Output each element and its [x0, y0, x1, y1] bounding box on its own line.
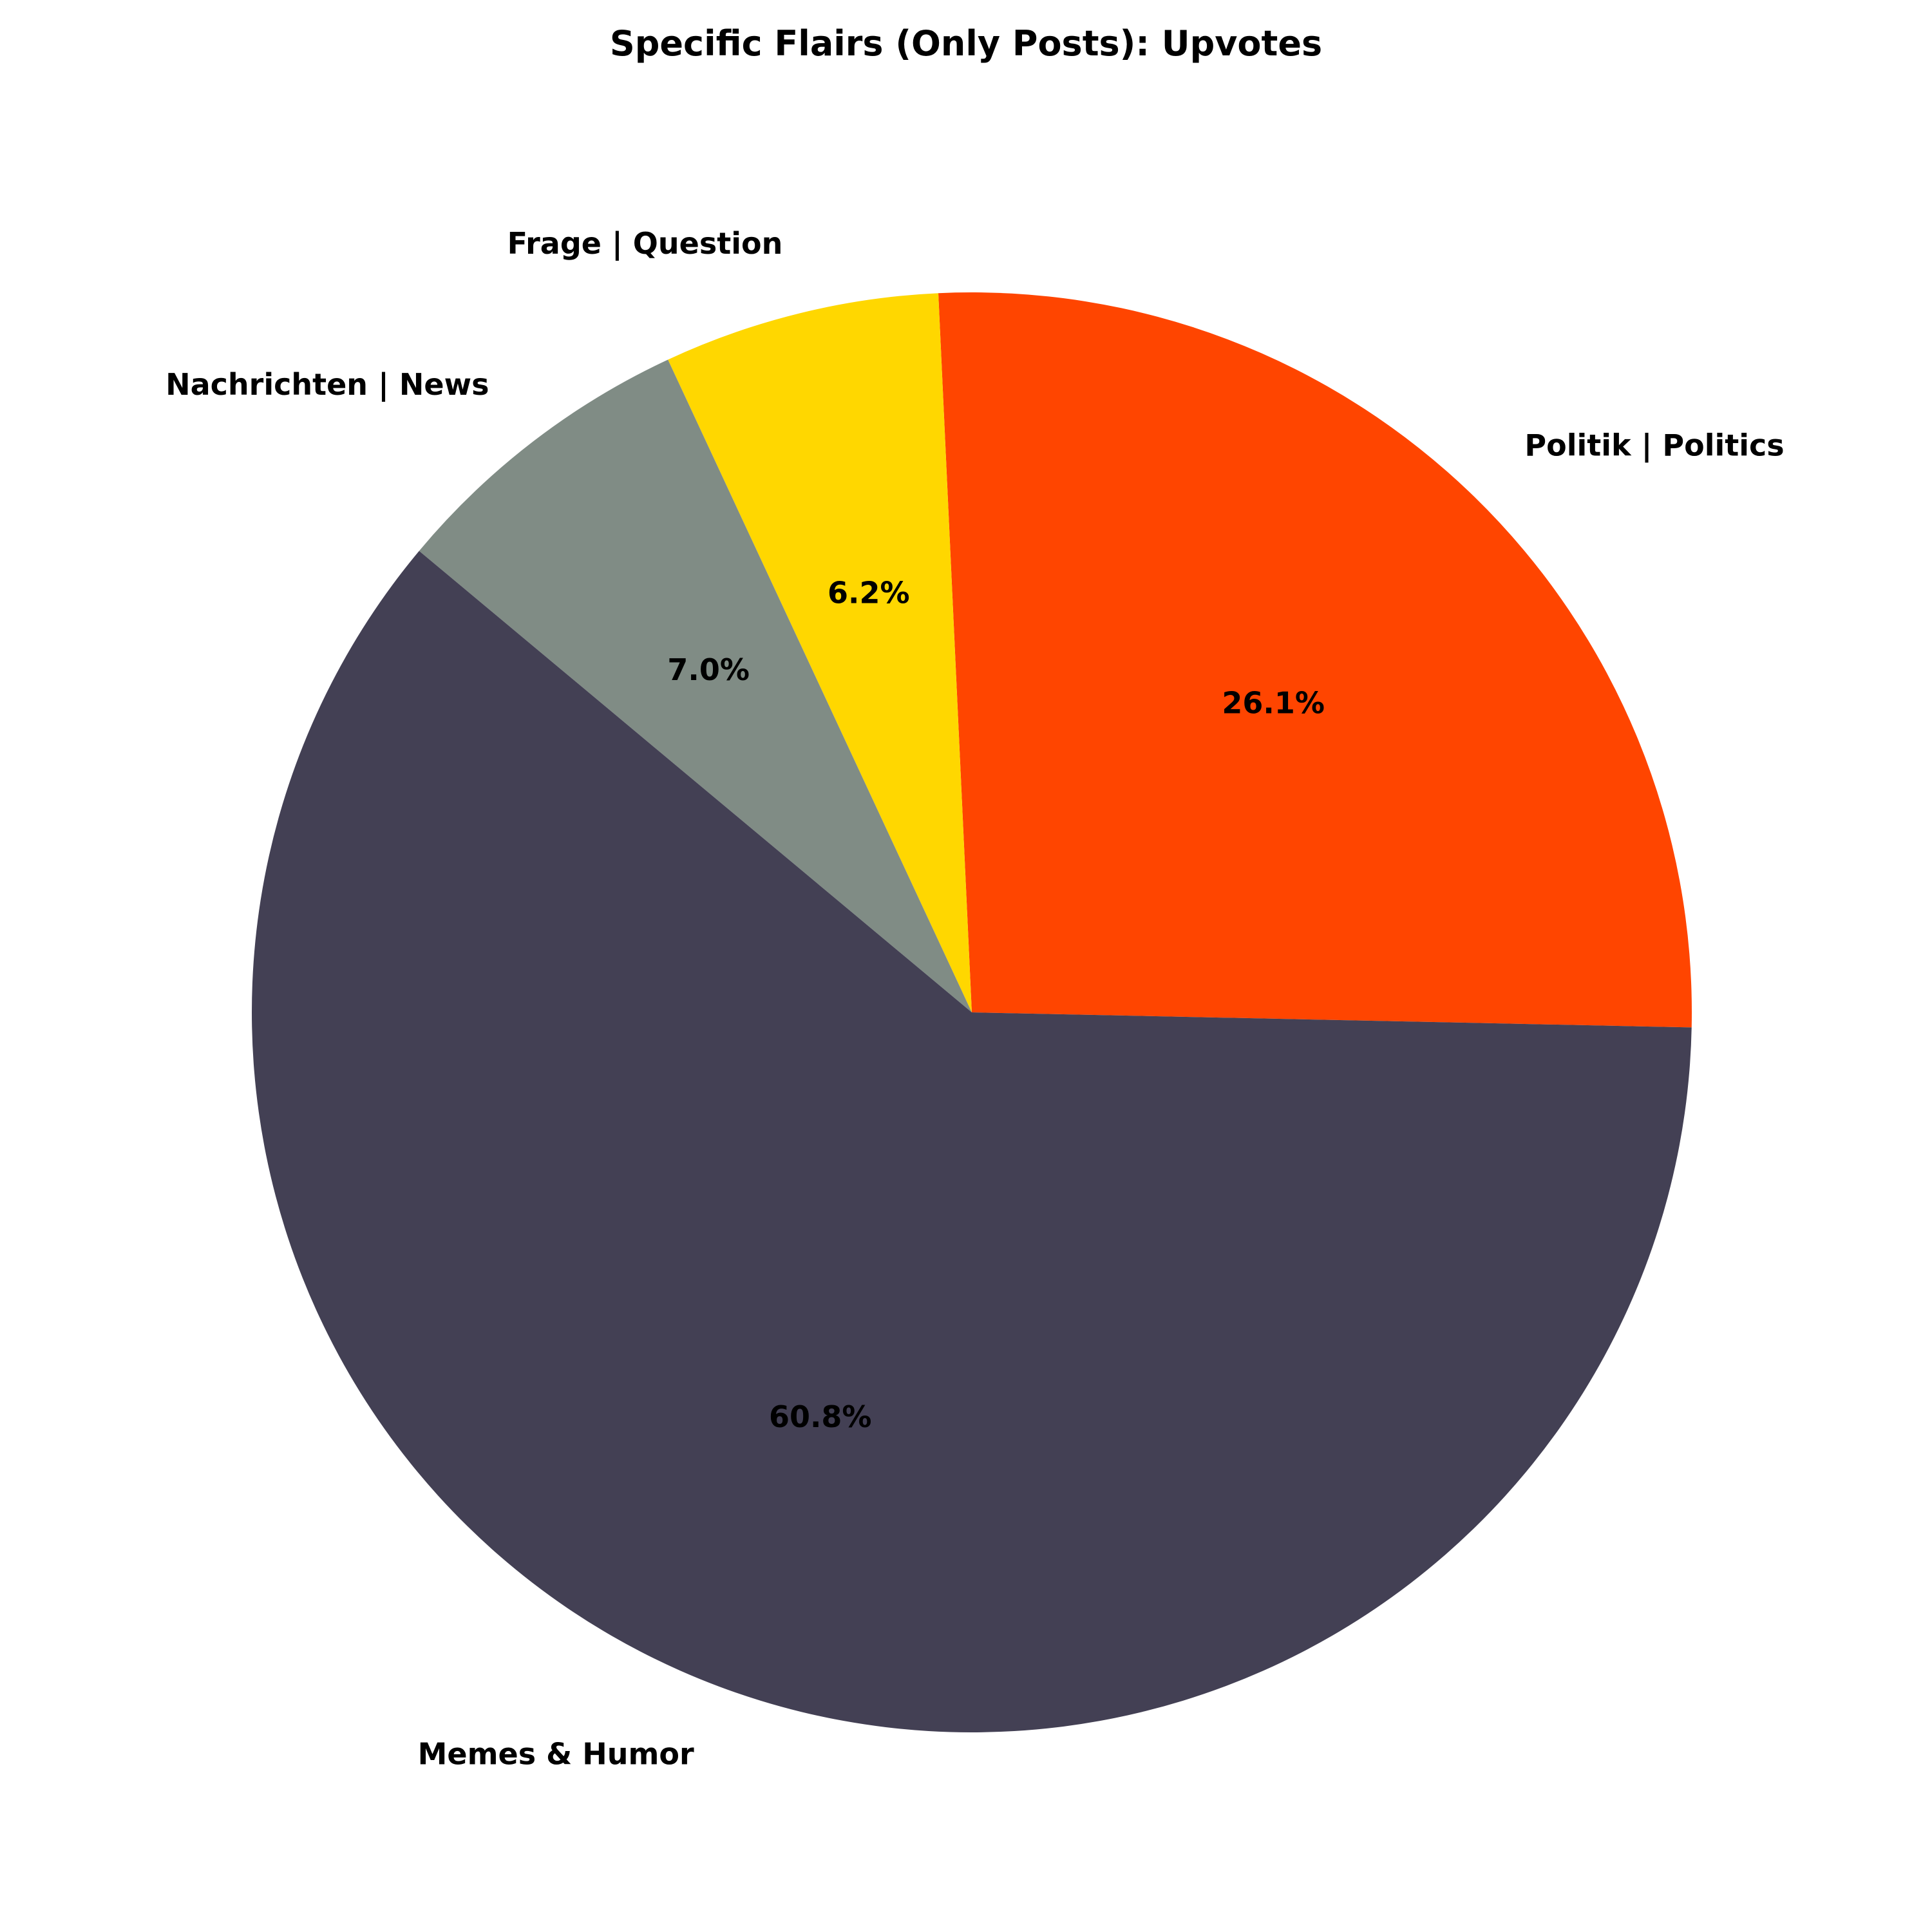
pie-slice-politik-politics	[938, 292, 1692, 1028]
pie-pct-label-politik-politics: 26.1%	[1222, 686, 1325, 721]
pie-slice-label-frage-question: Frage | Question	[507, 226, 783, 261]
pie-slice-frage-question	[668, 293, 972, 1012]
chart-title: Specific Flairs (Only Posts): Upvotes	[609, 23, 1323, 64]
pie-slice-label-memes-humor: Memes & Humor	[418, 1737, 694, 1772]
pie-pct-label-nachrichten-news: 7.0%	[667, 652, 750, 687]
pie-pct-label-frage-question: 6.2%	[828, 576, 910, 611]
pie-pct-label-memes-humor: 60.8%	[769, 1399, 872, 1434]
pie-slice-label-nachrichten-news: Nachrichten | News	[166, 367, 489, 402]
pie-slice-nachrichten-news	[419, 359, 972, 1012]
pie-labels: 26.1% Politik | Politics 6.2% Frage | Quest…	[166, 226, 1785, 1772]
pie-slice-label-politik-politics: Politik | Politics	[1524, 428, 1784, 463]
pie-slices	[251, 292, 1692, 1733]
pie-slice-memes-humor	[251, 551, 1692, 1733]
